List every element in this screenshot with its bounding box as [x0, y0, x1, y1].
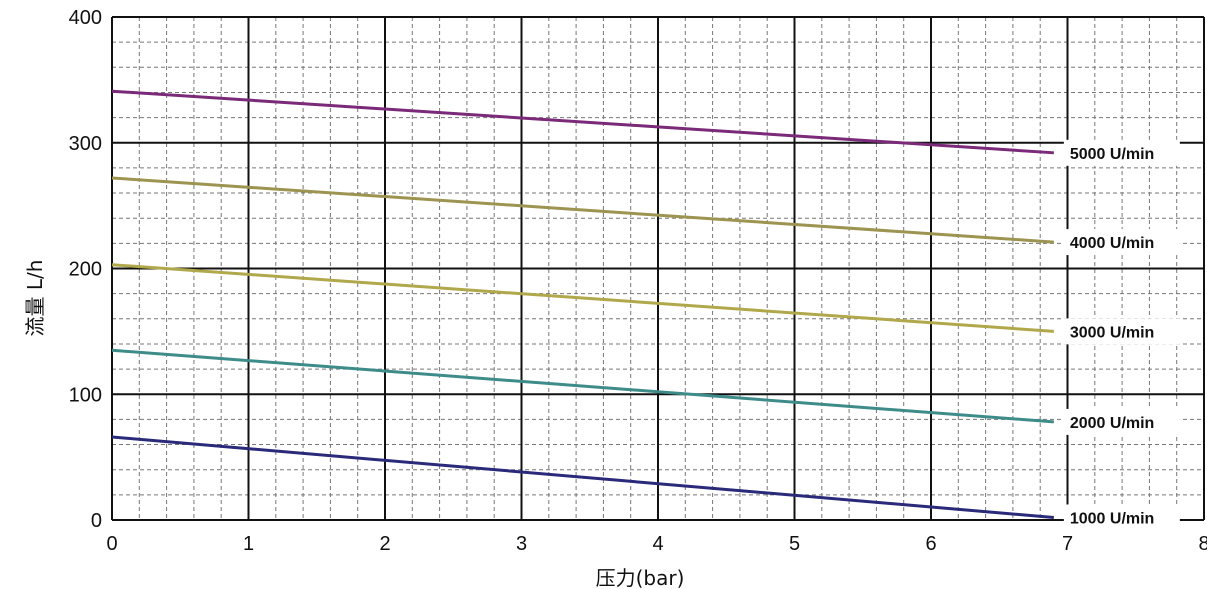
x-axis-title: 压力(bar)	[596, 566, 685, 589]
series-label: 3000 U/min	[1070, 324, 1154, 341]
series-label: 2000 U/min	[1070, 415, 1154, 432]
major-grid	[111, 16, 1205, 521]
series-label-background	[1063, 318, 1180, 345]
series-label: 4000 U/min	[1070, 235, 1154, 252]
y-tick-label: 400	[69, 7, 102, 29]
x-tick-label: 1	[243, 533, 254, 555]
x-tick-label: 2	[379, 533, 390, 555]
tick-labels: 0 1 2 3 4 5 6 7 8 0 100 200 300 400	[69, 7, 1207, 555]
series-label-background	[1063, 229, 1180, 256]
x-tick-label: 0	[106, 533, 117, 555]
x-tick-label: 3	[516, 533, 527, 555]
y-axis-title: 流量 L/h	[23, 260, 47, 337]
series-label: 1000 U/min	[1070, 510, 1154, 527]
series-line	[111, 348, 1054, 424]
series-line	[111, 263, 1054, 333]
y-tick-label: 200	[69, 259, 102, 281]
x-tick-label: 5	[789, 533, 800, 555]
series-lines	[111, 89, 1054, 519]
series-line	[111, 435, 1054, 519]
x-tick-label: 8	[1198, 533, 1207, 555]
series-label-background	[1063, 139, 1180, 166]
series-line	[111, 89, 1054, 155]
x-tick-label: 7	[1062, 533, 1073, 555]
series-label-background	[1063, 408, 1180, 435]
series-label-background	[1063, 504, 1180, 531]
series-label: 5000 U/min	[1070, 146, 1154, 163]
y-tick-label: 300	[69, 133, 102, 155]
y-tick-label: 0	[91, 510, 102, 532]
series-line	[111, 176, 1054, 244]
x-tick-label: 6	[925, 533, 936, 555]
y-tick-label: 100	[69, 384, 102, 406]
series-labels: 5000 U/min 4000 U/min 3000 U/min 2000 U/min…	[1063, 139, 1180, 531]
x-tick-label: 4	[652, 533, 663, 555]
